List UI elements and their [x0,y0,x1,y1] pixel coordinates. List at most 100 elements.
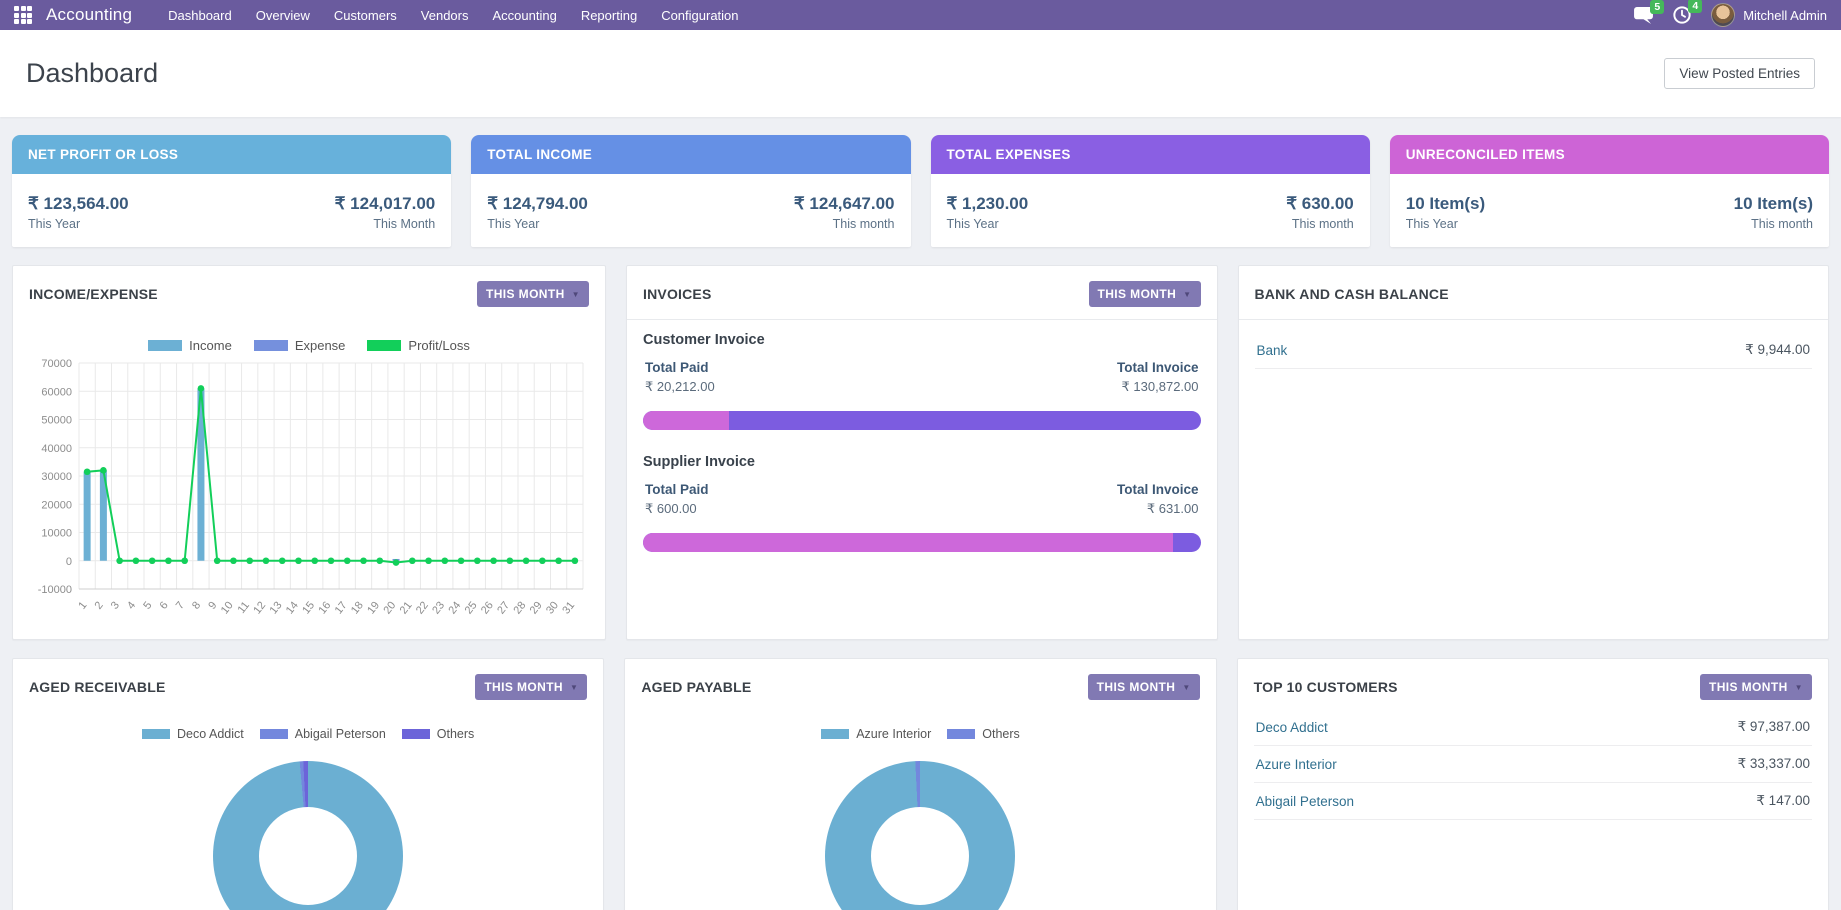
svg-text:20: 20 [381,599,398,616]
total-invoice-value: ₹ 130,872.00 [1121,379,1199,394]
kpi-total-expenses-card[interactable]: TOTAL EXPENSES ₹ 1,230.00 This Year ₹ 630… [930,135,1370,247]
app-title[interactable]: Accounting [46,5,133,24]
main-menu: Dashboard Overview Customers Vendors Acc… [158,1,1634,30]
svg-text:22: 22 [414,599,431,616]
svg-text:20000: 20000 [41,499,72,511]
svg-text:0: 0 [66,556,72,568]
total-invoice-label: Total Invoice [1116,482,1199,497]
customer-amount: ₹ 147.00 [1756,793,1810,808]
legend-swatch [259,729,288,739]
svg-text:1: 1 [76,599,89,611]
kpi-total-income-card[interactable]: TOTAL INCOME ₹ 124,794.00 This Year ₹ 124… [471,135,911,247]
page-title: Dashboard [26,58,159,88]
kpi-month-value: ₹ 124,647.00 [793,194,895,213]
supplier-invoice-progress-fill [643,533,1174,552]
top-customers-filter-button[interactable]: THIS MONTH ▼ [1699,674,1812,700]
svg-text:30: 30 [544,599,561,616]
kpi-year-label: This Year [487,217,540,231]
kpi-unreconciled-card[interactable]: UNRECONCILED ITEMS 10 Item(s) This Year 1… [1389,135,1829,247]
messages-button[interactable]: 5 [1634,0,1665,24]
customer-amount: ₹ 97,387.00 [1737,719,1810,734]
menu-accounting[interactable]: Accounting [492,7,557,23]
kpi-year-label: This Year [946,217,999,231]
caret-down-icon: ▼ [1794,682,1803,692]
svg-text:18: 18 [349,599,366,616]
kpi-card-title: UNRECONCILED ITEMS [1389,135,1829,174]
panel-title: INCOME/EXPENSE [29,286,158,302]
total-invoice-value: ₹ 631.00 [1146,501,1199,516]
menu-overview[interactable]: Overview [255,7,310,23]
legend-swatch [401,729,430,739]
activities-badge: 4 [1688,0,1703,13]
svg-text:10000: 10000 [41,528,72,540]
customer-link[interactable]: Deco Addict [1255,719,1328,735]
chart-legend: Deco Addict Abigail Peterson Others [29,727,587,741]
kpi-month-value: ₹ 630.00 [1286,194,1354,213]
svg-text:-10000: -10000 [38,584,72,596]
customer-invoice-progress [643,411,1201,430]
menu-configuration[interactable]: Configuration [661,7,739,23]
user-menu[interactable]: Mitchell Admin [1711,3,1827,27]
legend-label: Deco Addict [177,727,244,741]
svg-text:60000: 60000 [41,386,72,398]
legend-label: Income [189,338,232,353]
clock-icon [1673,6,1691,24]
legend-label: Others [982,727,1020,741]
kpi-year-value: 10 Item(s) [1405,194,1486,213]
customer-row: Azure Interior ₹ 33,337.00 [1253,746,1812,783]
legend-label: Abigail Peterson [294,727,386,741]
menu-customers[interactable]: Customers [333,7,397,23]
kpi-card-title: TOTAL EXPENSES [930,135,1370,174]
kpi-year-value: ₹ 1,230.00 [946,194,1029,213]
panel-title: AGED RECEIVABLE [29,679,166,695]
menu-reporting[interactable]: Reporting [580,7,638,23]
menu-vendors[interactable]: Vendors [420,7,469,23]
svg-text:31: 31 [560,599,577,616]
bank-link[interactable]: Bank [1256,342,1288,358]
chat-bubble-icon [1634,6,1654,24]
total-paid-label: Total Paid [645,360,709,375]
activities-button[interactable]: 4 [1673,0,1703,24]
menu-dashboard[interactable]: Dashboard [168,7,232,23]
svg-text:7: 7 [174,599,187,611]
aged-payable-filter-button[interactable]: THIS MONTH ▼ [1087,674,1200,700]
total-invoice-label: Total Invoice [1116,360,1199,375]
svg-text:19: 19 [365,599,382,616]
customer-link[interactable]: Azure Interior [1255,756,1337,772]
apps-grid-icon[interactable] [14,6,32,24]
caret-down-icon: ▼ [571,289,580,299]
svg-text:11: 11 [236,599,252,615]
svg-text:29: 29 [528,599,545,616]
svg-text:27: 27 [495,599,512,616]
svg-text:14: 14 [284,599,301,616]
supplier-invoice-progress [643,533,1201,552]
customer-invoice-section: Customer Invoice Total Paid ₹ 20,212.00 … [643,332,1201,430]
invoices-panel: INVOICES THIS MONTH ▼ Customer Invoice T… [626,265,1218,640]
svg-text:26: 26 [479,599,496,616]
donut-hole [259,807,358,905]
charts-row: INCOME/EXPENSE THIS MONTH ▼ Income Expen… [12,265,1829,640]
messages-badge: 5 [1650,0,1665,14]
kpi-cards-row: NET PROFIT OR LOSS ₹ 123,564.00 This Year… [12,135,1829,247]
customer-row: Abigail Peterson ₹ 147.00 [1253,783,1812,820]
svg-text:10: 10 [219,599,236,616]
section-heading: Supplier Invoice [643,454,755,470]
svg-text:40000: 40000 [41,443,72,455]
customer-row: Deco Addict ₹ 97,387.00 [1253,709,1812,746]
kpi-month-value: ₹ 124,017.00 [334,194,436,213]
view-posted-entries-button[interactable]: View Posted Entries [1664,58,1815,89]
customer-invoice-progress-fill [643,411,729,430]
aged-receivable-filter-button[interactable]: THIS MONTH ▼ [475,674,588,700]
income-expense-panel: INCOME/EXPENSE THIS MONTH ▼ Income Expen… [12,265,606,640]
svg-text:6: 6 [158,599,171,611]
customer-link[interactable]: Abigail Peterson [1255,793,1354,809]
legend-label: Profit/Loss [408,338,470,353]
kpi-net-profit-card[interactable]: NET PROFIT OR LOSS ₹ 123,564.00 This Year… [12,135,452,247]
invoices-filter-button[interactable]: THIS MONTH ▼ [1088,281,1201,307]
kpi-year-label: This Year [28,217,81,231]
svg-text:24: 24 [446,599,463,616]
income-expense-filter-button[interactable]: THIS MONTH ▼ [477,281,589,307]
caret-down-icon: ▼ [1183,289,1192,299]
legend-swatch [947,729,976,739]
